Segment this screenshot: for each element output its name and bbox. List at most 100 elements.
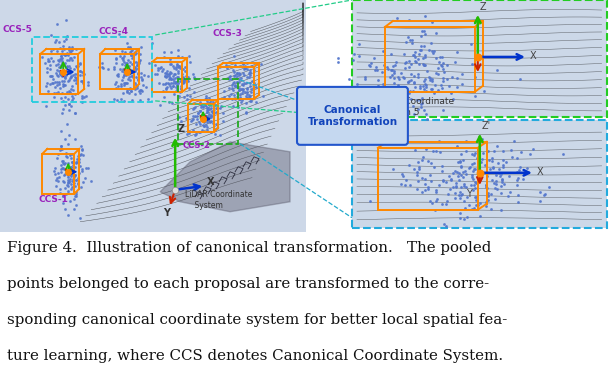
Point	[406, 61, 416, 67]
Point	[120, 80, 129, 86]
Point	[420, 31, 430, 37]
Point	[58, 193, 68, 199]
Point	[60, 36, 70, 42]
Point	[110, 81, 120, 87]
Point	[73, 153, 83, 159]
Point	[54, 39, 63, 45]
Point	[115, 66, 125, 72]
Point	[408, 103, 418, 109]
Point	[49, 167, 59, 173]
Point	[184, 53, 193, 59]
Point	[121, 61, 131, 67]
Point	[124, 49, 134, 55]
Point	[437, 201, 447, 208]
Point	[153, 67, 163, 73]
Point	[188, 116, 198, 122]
Point	[70, 164, 80, 170]
Point	[241, 95, 251, 101]
Point	[59, 46, 69, 52]
Point	[134, 88, 144, 94]
Point	[133, 77, 143, 83]
Point	[124, 74, 134, 80]
Point	[190, 131, 200, 137]
Point	[170, 80, 180, 86]
Point	[57, 71, 67, 77]
Point	[94, 64, 104, 70]
Point	[126, 52, 136, 58]
Point	[60, 52, 70, 58]
Point	[394, 105, 403, 111]
Point	[159, 54, 169, 60]
Point	[155, 65, 165, 71]
Point	[128, 67, 138, 73]
Point	[75, 72, 85, 78]
Point	[123, 88, 132, 94]
Point	[163, 80, 173, 86]
Point	[473, 54, 483, 60]
Point	[471, 180, 481, 186]
Point	[232, 70, 241, 76]
Point	[405, 36, 415, 43]
Bar	[178, 79, 238, 144]
Point	[109, 66, 119, 72]
Point	[206, 105, 216, 111]
Point	[464, 165, 474, 171]
Point	[242, 91, 252, 97]
Point	[467, 174, 477, 180]
Point	[540, 191, 550, 197]
Point	[209, 110, 219, 116]
Point	[74, 156, 84, 162]
Point	[421, 88, 431, 94]
Text: CCS-5: CCS-5	[2, 25, 32, 34]
Point	[240, 65, 250, 71]
Point	[229, 92, 239, 98]
Point	[63, 160, 73, 166]
Point	[199, 118, 209, 124]
Point	[353, 92, 363, 98]
Point	[54, 173, 64, 180]
Point	[54, 58, 63, 64]
Point	[224, 76, 233, 82]
Point	[506, 147, 516, 153]
Point	[70, 71, 80, 77]
Point	[71, 159, 81, 165]
Point	[481, 203, 491, 209]
Point	[110, 95, 120, 101]
Point	[427, 86, 437, 92]
Point	[172, 64, 182, 70]
Point	[73, 175, 83, 181]
Point	[59, 82, 68, 88]
Text: Y: Y	[163, 208, 170, 218]
Point	[387, 67, 397, 73]
Point	[458, 157, 468, 163]
Point	[432, 55, 442, 61]
Point	[496, 175, 506, 182]
Point	[463, 214, 472, 220]
Point	[173, 70, 183, 76]
Point	[230, 69, 240, 75]
Point	[182, 131, 192, 137]
Point	[360, 76, 370, 82]
Point	[383, 100, 392, 106]
Point	[182, 115, 192, 121]
Point	[192, 121, 201, 127]
Point	[178, 75, 188, 81]
Point	[75, 68, 85, 74]
Point	[65, 55, 75, 61]
Point	[165, 83, 175, 90]
Point	[139, 72, 148, 78]
Point	[467, 61, 477, 67]
Point	[55, 70, 65, 76]
Point	[344, 76, 354, 82]
Point	[55, 45, 65, 51]
Point	[233, 76, 243, 82]
Point	[172, 82, 182, 88]
Point	[134, 58, 144, 64]
Point	[67, 97, 76, 103]
Point	[177, 71, 187, 77]
Point	[413, 159, 423, 165]
Point	[59, 178, 68, 184]
Point	[219, 94, 229, 100]
Point	[233, 70, 243, 76]
Bar	[40, 54, 78, 94]
